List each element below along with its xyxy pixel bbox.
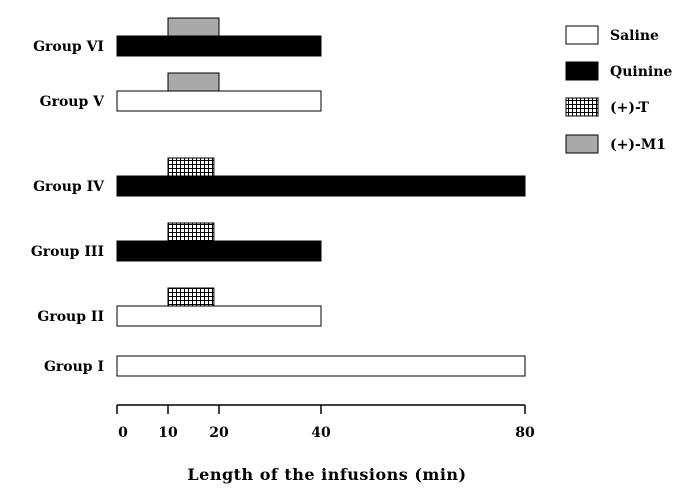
bar-group-v-saline	[116, 90, 322, 112]
bar-group-iii-t	[167, 222, 215, 242]
group-label-group-ii: Group II	[37, 309, 104, 325]
group-label-group-iii: Group III	[31, 244, 104, 260]
bar-group-iii-quinine	[116, 240, 322, 262]
legend-label-quinine: Quinine	[610, 64, 672, 80]
legend-swatch-quinine	[565, 61, 599, 81]
bar-group-ii-saline	[116, 305, 322, 327]
x-tick-label-80: 80	[515, 425, 535, 441]
group-label-group-vi: Group VI	[33, 39, 104, 55]
legend-label-t: (+)-T	[610, 100, 649, 116]
legend-label-saline: Saline	[610, 28, 659, 44]
group-labels: Group VI Group V Group IV Group III Group II…	[31, 39, 105, 375]
group-label-group-v: Group V	[40, 94, 106, 110]
legend-swatch-m1	[565, 134, 599, 154]
x-axis: 0 10 20 40 80	[116, 404, 535, 441]
x-tick-label-20: 20	[209, 425, 229, 441]
x-tick-label-40: 40	[311, 425, 331, 441]
legend-swatch-saline	[565, 25, 599, 45]
group-label-group-i: Group I	[44, 359, 104, 375]
bars-layer	[116, 17, 526, 377]
bar-group-ii-t	[167, 287, 215, 307]
x-tick-label-0: 0	[118, 425, 128, 441]
legend-swatch-t	[565, 97, 599, 117]
bar-group-vi-m1	[167, 17, 220, 37]
x-axis-title: Length of the infusions (min)	[187, 465, 466, 484]
bar-group-iv-t	[167, 157, 215, 177]
bar-group-iv-quinine	[116, 175, 526, 197]
legend-label-m1: (+)-M1	[610, 137, 666, 153]
bar-group-vi-quinine	[116, 35, 322, 57]
group-label-group-iv: Group IV	[33, 179, 105, 195]
x-tick-label-10: 10	[158, 425, 178, 441]
bar-group-i-saline	[116, 355, 526, 377]
legend: Saline Quinine (+)-T (+)-M1	[565, 25, 672, 154]
bar-group-v-m1	[167, 72, 220, 92]
